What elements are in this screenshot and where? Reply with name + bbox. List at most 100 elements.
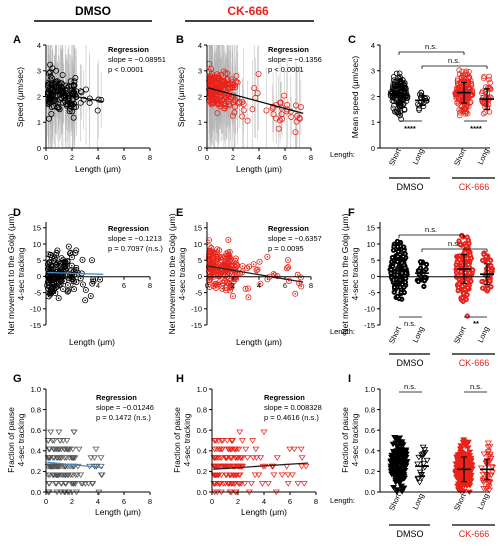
panel-b-point xyxy=(278,111,285,118)
panel-c-point xyxy=(390,93,397,100)
panel-i-group-ck: CK-666 xyxy=(459,529,490,539)
panel-e-point-dot xyxy=(286,267,288,270)
panel-d-point-dot xyxy=(75,281,78,283)
panel-d-point-dot xyxy=(62,270,65,272)
panel-d-point-dot xyxy=(52,290,54,293)
panel-c-sig-dmso: **** xyxy=(404,124,416,133)
panel-b-point xyxy=(208,66,215,73)
panel-a-point xyxy=(57,80,64,87)
panel-g-point xyxy=(45,446,53,453)
panel-e-point-dot xyxy=(217,273,220,276)
panel-h-regression-p: p = 0.4616 (n.s.) xyxy=(264,413,319,422)
panel-g-point xyxy=(52,472,60,479)
panel-h-point xyxy=(238,438,246,444)
panel-b-point xyxy=(214,110,221,117)
panel-a-y-ticks: 0 1 2 3 4 xyxy=(37,41,46,153)
panel-f-point-dot xyxy=(460,271,462,273)
panel-d-point xyxy=(45,261,52,268)
panel-e-point-dot xyxy=(258,260,261,263)
panel-c-error-bars xyxy=(392,81,494,110)
panel-b-point xyxy=(292,129,299,136)
panel-a-point xyxy=(71,92,78,99)
panel-d-point-dot xyxy=(73,274,75,276)
panel-g-regression: Regression slope = −0.01246 p = 0.1472 (… xyxy=(96,393,154,422)
panel-b-xtick: 6 xyxy=(283,153,287,162)
panel-e-point xyxy=(224,279,231,286)
panel-c-point xyxy=(455,98,462,105)
panel-e-point-dot xyxy=(209,250,211,253)
panel-letter-c: C xyxy=(348,34,356,46)
panel-h-regression: Regression slope = 0.008328 p = 0.4616 (… xyxy=(264,393,322,422)
panel-d-point xyxy=(62,259,69,266)
panel-h-point xyxy=(235,463,243,470)
panel-h-xtick: 4 xyxy=(262,497,266,506)
panel-f-group-labels: Length: Short Long Short Long DMSO CK-66… xyxy=(330,324,495,368)
panel-b-point xyxy=(236,100,243,107)
panel-c-cat-short-dmso: Short xyxy=(387,146,403,167)
panel-b-regression-slope: slope = −0.1356 xyxy=(268,55,322,64)
panel-e-point xyxy=(245,294,252,301)
panel-h-point xyxy=(229,481,237,487)
panel-a-point xyxy=(47,73,54,80)
panel-d-point-dot xyxy=(57,277,60,280)
panel-e-point xyxy=(225,236,232,243)
panel-c-point xyxy=(454,99,460,106)
panel-i-ytick: 0.4 xyxy=(365,447,375,456)
panel-e-xtick: 0 xyxy=(205,281,209,290)
panel-f-point-dot xyxy=(489,280,491,282)
panel-b-point xyxy=(273,115,280,122)
panel-d-x-ticks: 0 2 4 6 8 xyxy=(44,276,152,290)
panel-c-point xyxy=(462,101,468,108)
panel-g-x-label: Length (μm) xyxy=(95,507,141,517)
panel-g-point xyxy=(70,429,78,436)
panel-b-point xyxy=(221,93,228,100)
panel-c-point xyxy=(456,112,463,119)
panel-h-xtick: 2 xyxy=(236,497,240,506)
panel-c-point xyxy=(397,110,404,116)
panel-i-point xyxy=(461,443,469,450)
panel-f-point-dot xyxy=(459,243,461,246)
panel-b-point xyxy=(227,95,234,102)
panel-b-point xyxy=(211,77,218,84)
panel-a-point xyxy=(70,83,77,90)
panel-f-points xyxy=(387,232,496,319)
panel-d-ytick: 0 xyxy=(37,272,41,281)
panel-c-group-labels: Length: Short Long Short Long DMSO CK-66… xyxy=(330,146,495,192)
panel-c-point xyxy=(401,85,408,92)
panel-e-y-label-2: 4-sec tracking xyxy=(177,247,187,300)
panel-d-point xyxy=(54,247,61,254)
panel-e-point xyxy=(234,262,241,269)
panel-c-y-ticks: 0 1 2 3 4 xyxy=(371,41,380,153)
panel-f-point-dot xyxy=(481,280,483,283)
panel-e-regression-p: p = 0.0095 xyxy=(268,244,304,253)
panel-d-point-dot xyxy=(74,252,77,254)
panel-g-ytick: 0.6 xyxy=(31,426,41,435)
panel-h-xtick: 6 xyxy=(288,497,292,506)
panel-h-y-ticks: 0.0 0.2 0.4 0.6 0.8 1.0 xyxy=(197,385,212,497)
panel-i-point xyxy=(467,459,475,465)
panel-f-cat-short-ck: Short xyxy=(452,324,468,345)
panel-i-sig-ck: n.s. xyxy=(470,382,482,391)
panel-i-y-label-1: Fraction of pause xyxy=(340,407,350,473)
panel-e-point-dot xyxy=(259,282,262,285)
panel-a-point xyxy=(48,81,55,88)
panel-d-point-dot xyxy=(54,257,56,260)
panel-e-point xyxy=(225,255,232,262)
panel-a-point xyxy=(53,78,60,85)
panel-e-point-dot xyxy=(288,280,290,282)
panel-h-point xyxy=(298,463,306,470)
panel-h-point xyxy=(211,481,219,487)
panel-a-point xyxy=(47,76,54,83)
panel-a-xtick: 6 xyxy=(122,153,126,162)
panel-h-point xyxy=(215,463,223,470)
panel-d-x-label: Length (μm) xyxy=(69,337,115,347)
panel-a-point xyxy=(77,88,84,95)
panel-letter-i: I xyxy=(348,373,351,385)
panel-d-point-dot xyxy=(47,277,50,279)
panel-g-xtick: 0 xyxy=(44,497,48,506)
panel-b-point xyxy=(209,99,216,106)
panel-i: 0.0 0.2 0.4 0.6 0.8 1.0 Fraction of paus… xyxy=(330,382,496,539)
panel-d-point xyxy=(64,282,71,289)
panel-a-ytick: 4 xyxy=(37,41,41,50)
panel-b-point xyxy=(229,112,236,119)
